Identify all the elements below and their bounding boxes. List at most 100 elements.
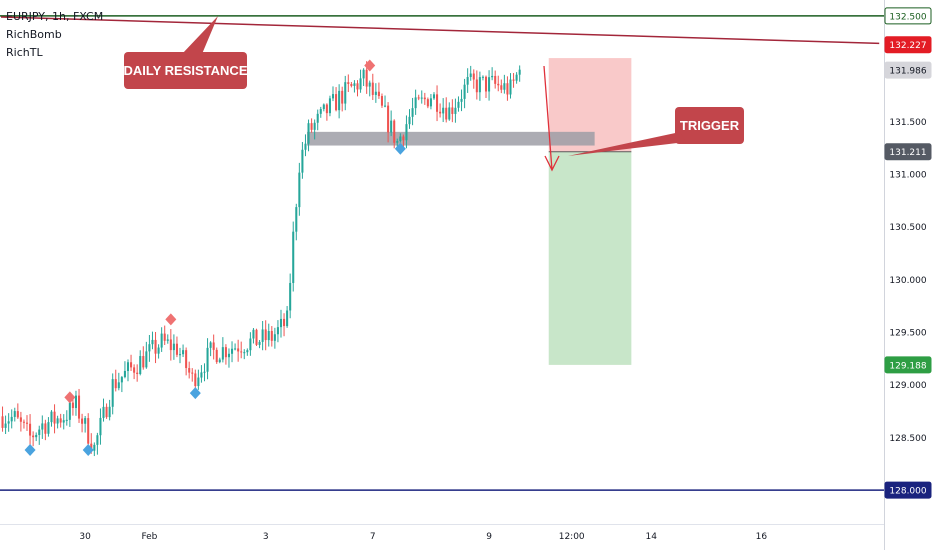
- x-tick-label: 7: [370, 532, 376, 542]
- candle: [234, 343, 237, 351]
- candle: [7, 413, 10, 432]
- candle: [25, 415, 29, 431]
- candle: [328, 95, 331, 117]
- candle: [255, 328, 258, 346]
- candle: [420, 90, 423, 104]
- candle: [512, 73, 515, 88]
- candle: [10, 409, 13, 429]
- candle: [390, 110, 393, 137]
- candle: [99, 408, 102, 445]
- price-label-target-129188: 129.188: [884, 356, 932, 374]
- daily-resistance-box[interactable]: [124, 52, 247, 89]
- y-axis[interactable]: 132.000131.500131.000130.500130.000129.5…: [884, 0, 932, 550]
- candle: [335, 87, 338, 112]
- candle: [442, 98, 445, 123]
- x-tick-label: 16: [756, 532, 768, 542]
- candle: [185, 347, 188, 376]
- candle: [252, 328, 255, 344]
- price-label-last-131986: 131.986: [884, 61, 932, 79]
- candle: [356, 80, 359, 97]
- candle: [65, 410, 68, 426]
- candle: [172, 334, 175, 360]
- candle: [221, 337, 224, 363]
- candle: [154, 331, 157, 364]
- candle: [93, 442, 96, 457]
- y-tick-label: 129.500: [889, 329, 926, 339]
- candle: [264, 320, 267, 351]
- candle: [145, 341, 148, 369]
- svg-text:128.000: 128.000: [889, 487, 926, 497]
- candle: [206, 338, 209, 380]
- indicator-richtl[interactable]: RichTL: [6, 46, 43, 59]
- candle: [387, 102, 390, 143]
- candle: [102, 398, 105, 422]
- candle: [331, 86, 335, 102]
- svg-text:131.986: 131.986: [889, 67, 926, 77]
- candle: [218, 357, 221, 364]
- candle: [261, 321, 264, 351]
- candle: [289, 273, 292, 319]
- candle: [469, 65, 472, 81]
- indicator-richbomb[interactable]: RichBomb: [6, 28, 62, 41]
- candle: [417, 94, 420, 101]
- candle: [157, 344, 160, 359]
- candle: [411, 97, 414, 126]
- candle: [41, 415, 44, 439]
- candles: [1, 61, 521, 457]
- candle: [448, 102, 451, 121]
- x-tick-label: 3: [263, 532, 269, 542]
- candle: [188, 361, 191, 379]
- candle: [203, 363, 206, 382]
- drawing-zones: [307, 58, 632, 365]
- candle: [429, 94, 432, 110]
- price-label-resistance-132227: 132.227: [884, 36, 932, 54]
- candle: [47, 417, 50, 437]
- candle: [319, 106, 322, 118]
- candle: [374, 83, 377, 103]
- x-axis[interactable]: 30 Feb 3 7 9 12:00 14 16: [0, 524, 932, 550]
- candle: [200, 365, 203, 383]
- daily-resistance-label: DAILY RESISTANCE: [123, 63, 247, 78]
- candle: [344, 75, 347, 111]
- candle: [191, 368, 194, 382]
- candle: [59, 413, 62, 428]
- candle: [362, 68, 365, 87]
- candle: [478, 71, 481, 101]
- candle: [197, 369, 200, 390]
- support-zone-rect: [307, 131, 595, 146]
- x-tick-label: 9: [486, 532, 492, 542]
- candle: [353, 80, 356, 93]
- candle: [87, 413, 90, 447]
- trigger-pointer: [568, 132, 686, 156]
- candle: [472, 69, 475, 89]
- candle: [267, 323, 270, 347]
- candle: [304, 134, 307, 157]
- trigger-box[interactable]: [675, 107, 744, 144]
- y-tick-label: 129.000: [889, 381, 926, 391]
- candle: [432, 92, 436, 100]
- y-tick-label: 128.500: [889, 434, 926, 444]
- candle: [506, 76, 509, 101]
- candle: [426, 97, 429, 109]
- candle: [279, 309, 283, 338]
- candle: [96, 432, 99, 455]
- candle: [142, 346, 145, 370]
- candle: [19, 411, 22, 432]
- candle: [56, 415, 59, 429]
- candle: [371, 73, 374, 101]
- callouts: DAILY RESISTANCE TRIGGER: [123, 16, 744, 172]
- candle: [405, 115, 408, 149]
- symbol-title[interactable]: EURJPY, 1h, FXCM: [6, 10, 104, 23]
- candle: [231, 341, 234, 363]
- price-label-entry-131211: 131.211: [884, 143, 932, 161]
- candle: [359, 69, 362, 93]
- x-tick-label: 30: [79, 532, 91, 542]
- candle: [466, 68, 469, 93]
- candle: [460, 89, 463, 112]
- candle: [240, 341, 243, 359]
- candle: [338, 84, 341, 119]
- candle: [270, 326, 273, 347]
- bearish-signal-marker: [165, 313, 177, 326]
